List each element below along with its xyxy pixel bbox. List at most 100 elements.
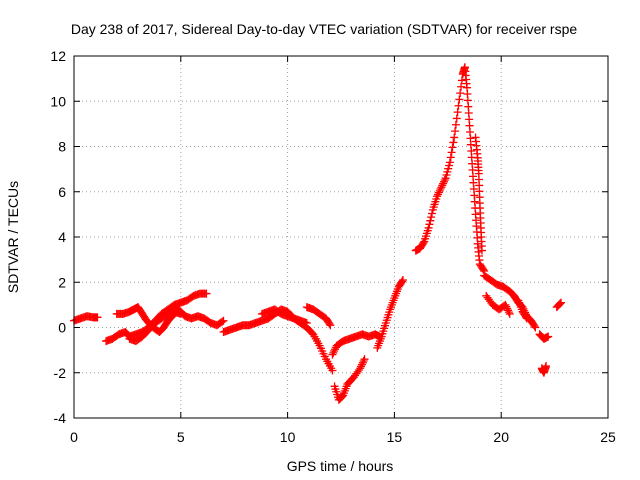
data-point bbox=[426, 216, 435, 225]
y-tick-label: 12 bbox=[50, 48, 66, 64]
data-point bbox=[542, 361, 551, 370]
x-tick-label: 25 bbox=[600, 429, 616, 445]
series-segment-4 bbox=[125, 307, 185, 346]
x-tick-label: 15 bbox=[387, 429, 403, 445]
y-tick-label: 2 bbox=[58, 274, 66, 290]
data-point bbox=[357, 362, 366, 371]
x-tick-label: 10 bbox=[280, 429, 296, 445]
data-point bbox=[557, 298, 566, 307]
y-tick-label: 10 bbox=[50, 93, 66, 109]
data-point bbox=[505, 309, 514, 318]
data-point bbox=[544, 332, 553, 341]
data-point bbox=[302, 318, 311, 327]
data-point bbox=[433, 192, 442, 201]
series-segment-11 bbox=[411, 63, 469, 255]
data-point bbox=[504, 306, 513, 315]
data-point bbox=[328, 366, 337, 375]
y-tick-label: -4 bbox=[54, 410, 67, 426]
data-point bbox=[448, 143, 457, 152]
y-tick-label: 8 bbox=[58, 139, 66, 155]
data-point bbox=[419, 238, 428, 247]
series-segment-6 bbox=[257, 305, 311, 327]
series-segment-15 bbox=[482, 291, 514, 318]
data-point bbox=[439, 177, 448, 186]
data-point bbox=[445, 158, 454, 167]
y-tick-label: -2 bbox=[54, 365, 67, 381]
data-point bbox=[202, 289, 211, 298]
data-point bbox=[358, 358, 367, 367]
y-axis-label: SDTVAR / TECUs bbox=[5, 181, 21, 293]
data-point bbox=[521, 313, 530, 322]
x-tick-label: 20 bbox=[493, 429, 509, 445]
chart-title: Day 238 of 2017, Sidereal Day-to-day VTE… bbox=[71, 21, 577, 37]
series-segment-12 bbox=[460, 63, 489, 275]
data-point bbox=[479, 265, 488, 274]
data-point bbox=[176, 309, 185, 318]
series-segment-19 bbox=[552, 298, 566, 312]
data-point bbox=[447, 148, 456, 157]
data-point bbox=[450, 133, 459, 142]
data-point bbox=[427, 213, 436, 222]
series-segment-16 bbox=[514, 296, 531, 323]
x-tick-label: 0 bbox=[70, 429, 78, 445]
data-point bbox=[328, 350, 337, 359]
data-point bbox=[454, 101, 463, 110]
data-point bbox=[427, 209, 436, 218]
data-point bbox=[434, 188, 443, 197]
data-point bbox=[504, 308, 513, 317]
data-point bbox=[329, 348, 338, 357]
data-point bbox=[93, 313, 102, 322]
series-segment-9 bbox=[328, 330, 384, 359]
data-point bbox=[435, 186, 444, 195]
data-point bbox=[439, 179, 448, 188]
series-segment-18 bbox=[537, 361, 551, 377]
data-point bbox=[359, 356, 368, 365]
plot-frame bbox=[73, 55, 609, 419]
grid bbox=[74, 56, 608, 418]
data-point bbox=[331, 345, 340, 354]
data-point bbox=[453, 108, 462, 117]
data-point bbox=[325, 319, 334, 328]
data-point bbox=[449, 138, 458, 147]
data-point bbox=[218, 317, 227, 326]
data-point bbox=[440, 175, 449, 184]
y-tick-label: 0 bbox=[58, 320, 66, 336]
data-point bbox=[438, 181, 447, 190]
series-segment-10 bbox=[373, 275, 407, 352]
data-point bbox=[330, 347, 339, 356]
data-point bbox=[219, 316, 228, 325]
axis-ticks: 0 5 10 15 20 25 -4 -2 0 2 4 6 8 10 12 bbox=[50, 48, 616, 445]
data-point bbox=[451, 120, 460, 129]
data-points bbox=[70, 63, 566, 404]
series-segment-1 bbox=[70, 312, 102, 325]
data-point bbox=[452, 114, 461, 123]
data-point bbox=[477, 246, 486, 255]
y-tick-label: 4 bbox=[58, 229, 66, 245]
data-point bbox=[337, 393, 346, 402]
x-axis-label: GPS time / hours bbox=[287, 458, 394, 474]
data-point bbox=[501, 300, 510, 309]
data-point bbox=[357, 360, 366, 369]
data-point bbox=[398, 277, 407, 286]
series-segment-8 bbox=[330, 355, 369, 404]
x-tick-label: 5 bbox=[177, 429, 185, 445]
data-point bbox=[436, 185, 445, 194]
data-point bbox=[555, 300, 564, 309]
series-segment-5 bbox=[219, 305, 337, 375]
data-point bbox=[425, 220, 434, 229]
data-point bbox=[424, 223, 433, 232]
series-segment-17 bbox=[535, 330, 553, 343]
data-point bbox=[446, 153, 455, 162]
y-tick-label: 6 bbox=[58, 184, 66, 200]
data-point bbox=[455, 95, 464, 104]
data-point bbox=[503, 304, 512, 313]
data-point bbox=[398, 275, 407, 284]
series-segment-13 bbox=[471, 133, 486, 255]
data-point bbox=[456, 89, 465, 98]
data-point bbox=[451, 127, 460, 136]
data-point bbox=[326, 321, 335, 330]
data-point bbox=[360, 355, 369, 364]
series-segment-7 bbox=[302, 303, 335, 330]
data-point bbox=[356, 364, 365, 373]
